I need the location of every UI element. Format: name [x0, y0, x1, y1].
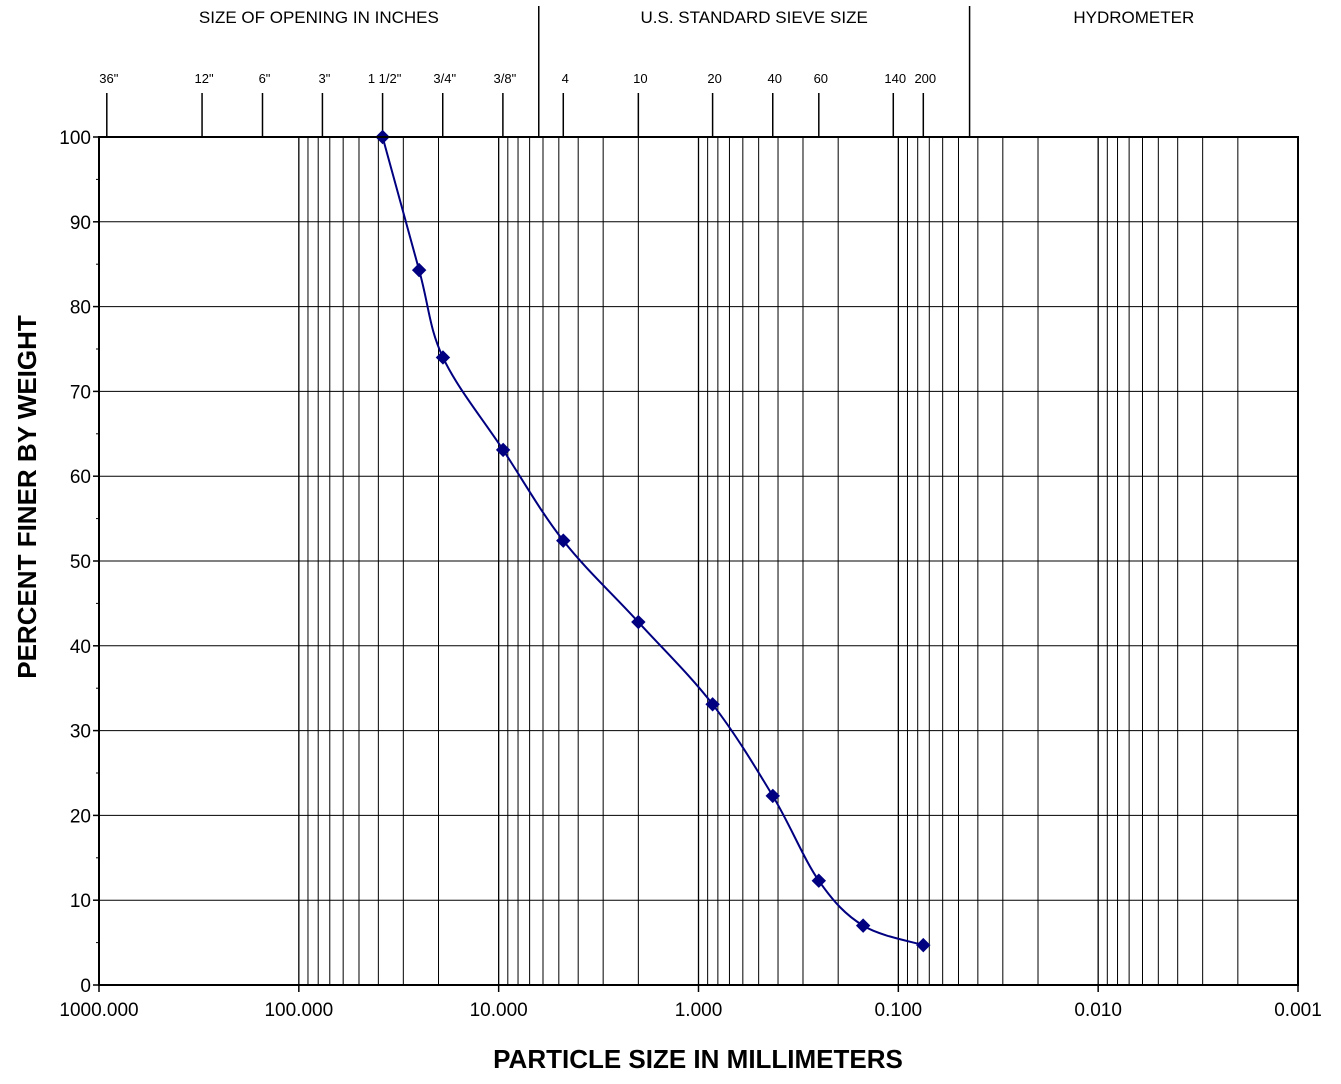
sieve-mark-label: 3/8": [494, 71, 517, 86]
sieve-mark-label: 60: [814, 71, 828, 86]
x-tick-label: 0.100: [875, 1000, 923, 1021]
x-tick-label: 0.010: [1074, 1000, 1122, 1021]
data-point-marker: [705, 697, 720, 712]
data-point-marker: [916, 937, 931, 953]
y-tick-label: 70: [70, 382, 91, 403]
sieve-mark-label: 200: [914, 71, 936, 86]
x-tick-label: 0.001: [1274, 1000, 1322, 1021]
x-axis-ticks: 1000.000 100.000 10.000 1.000 0.100 0.010 0.00…: [59, 985, 1322, 1021]
sieve-mark-label: 12": [195, 71, 214, 86]
data-point-marker: [435, 350, 451, 365]
data-point-marker: [411, 262, 427, 278]
x-axis-title: PARTICLE SIZE IN MILLIMETERS: [493, 1044, 903, 1074]
x-tick-label: 100.000: [264, 1000, 333, 1021]
sieve-mark-label: 6": [259, 71, 271, 86]
top-annotation-band: SIZE OF OPENING IN INCHES U.S. STANDARD S…: [99, 6, 1194, 137]
x-tick-label: 1000.000: [59, 1000, 138, 1021]
y-tick-label: 20: [70, 806, 91, 827]
plot-frame: [98, 136, 1299, 986]
data-point-marker: [631, 614, 646, 630]
data-point-marker: [811, 873, 827, 888]
y-tick-label: 50: [70, 552, 91, 573]
sieve-mark-label: 36": [99, 71, 118, 86]
sieve-mark-label: 40: [768, 71, 782, 86]
y-tick-label: 100: [59, 128, 91, 149]
y-axis-ticks: 0 10 20 30 40 50 60 70 80 90 100: [59, 128, 99, 997]
sieve-mark-label: 3": [318, 71, 330, 86]
y-tick-label: 80: [70, 298, 91, 319]
data-point-marker: [855, 918, 871, 933]
y-tick-label: 40: [70, 637, 91, 658]
data-point-marker: [765, 788, 780, 804]
data-point-marker: [495, 442, 511, 458]
sieve-mark-label: 3/4": [433, 71, 456, 86]
y-tick-label: 30: [70, 722, 91, 743]
y-axis-title: PERCENT FINER BY WEIGHT: [12, 315, 42, 679]
data-point-marker: [556, 533, 571, 548]
sieve-mark-label: 1 1/2": [368, 71, 402, 86]
gradation-curve: [381, 136, 924, 947]
y-tick-label: 0: [80, 976, 91, 997]
section-header-label: HYDROMETER: [1073, 8, 1194, 27]
sieve-mark-label: 10: [633, 71, 647, 86]
y-tick-label: 60: [70, 467, 91, 488]
section-header-label: U.S. STANDARD SIEVE SIZE: [641, 8, 868, 27]
x-tick-label: 10.000: [470, 1000, 528, 1021]
y-tick-label: 90: [70, 213, 91, 234]
series-layer: [375, 129, 931, 953]
x-tick-label: 1.000: [675, 1000, 723, 1021]
y-tick-label: 10: [70, 891, 91, 912]
sieve-mark-label: 140: [884, 71, 906, 86]
major-grid: [98, 137, 1299, 985]
section-header-label: SIZE OF OPENING IN INCHES: [199, 8, 439, 27]
sieve-mark-label: 4: [562, 71, 569, 86]
sieve-mark-label: 20: [707, 71, 721, 86]
